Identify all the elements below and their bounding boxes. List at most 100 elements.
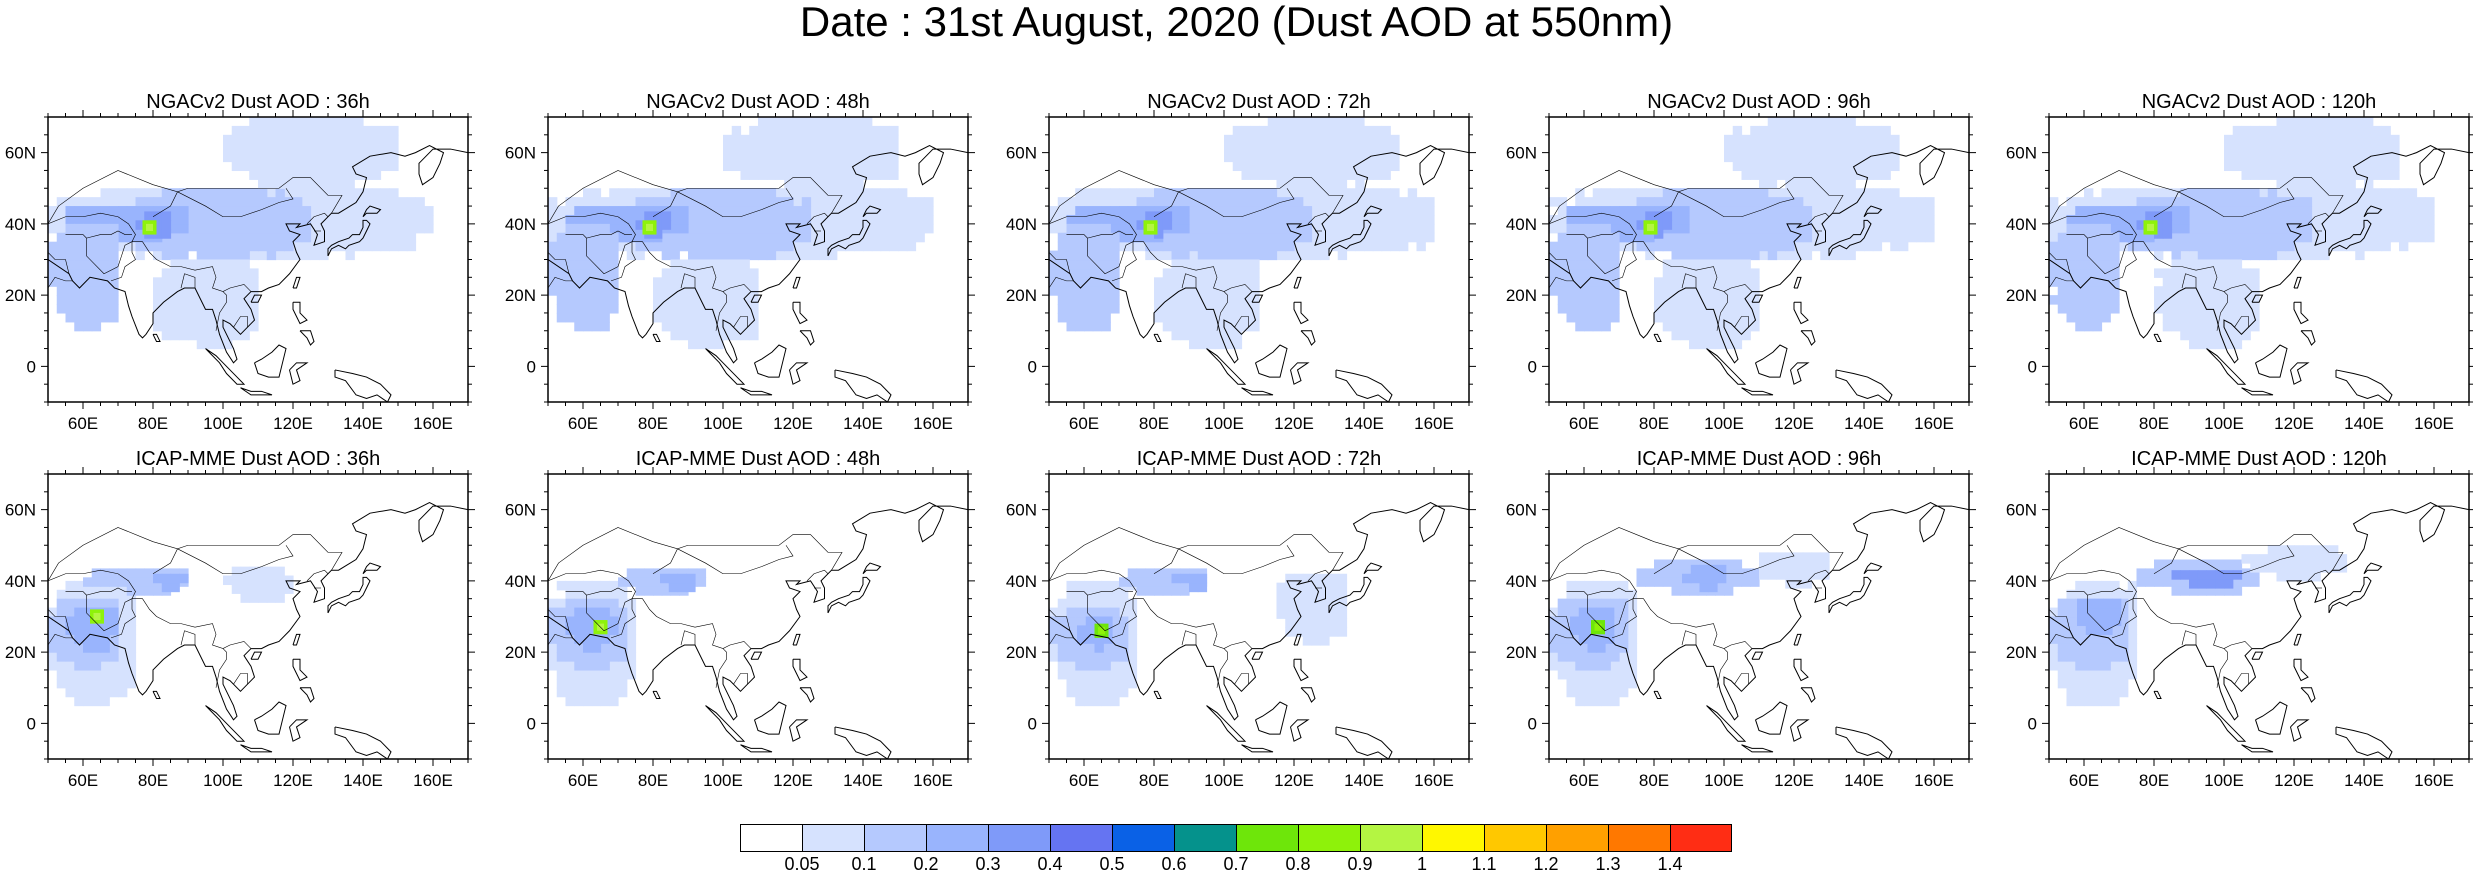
colorbar-label: 0.8 — [1285, 854, 1311, 874]
axis-ticks — [2042, 110, 2473, 409]
lon-tick-label: 80E — [2139, 414, 2169, 433]
lon-tick-label: 100E — [203, 414, 243, 433]
lon-tick-label: 120E — [273, 414, 313, 433]
map-panel: 60E 80E 100E 120E 140E 160E 60N 40N 20N 0 — [1006, 110, 1476, 433]
lat-tick-label: 20N — [1006, 643, 1037, 662]
lat-tick-label: 60N — [2006, 144, 2037, 163]
lat-tick-label: 60N — [1506, 501, 1537, 520]
lat-tick-label: 0 — [527, 357, 536, 376]
aod-hotspot-core — [1647, 223, 1654, 231]
axis-ticks — [1542, 110, 1976, 409]
aod-hotspot-core — [1147, 223, 1154, 231]
panel-title: ICAP-MME Dust AOD : 96h — [1636, 448, 1882, 470]
coastlines — [2049, 144, 2469, 402]
lat-tick-label: 60N — [5, 144, 36, 163]
colorbar-label: 0.5 — [1099, 854, 1125, 874]
lon-tick-label: 120E — [2274, 414, 2314, 433]
figure-title: Date : 31st August, 2020 (Dust AOD at 55… — [799, 0, 1674, 45]
panel-title: ICAP-MME Dust AOD : 120h — [2131, 448, 2387, 470]
lon-tick-label: 60E — [1069, 414, 1099, 433]
colorbar-swatch — [1174, 824, 1236, 852]
panel-title: ICAP-MME Dust AOD : 48h — [635, 448, 881, 470]
coastlines — [548, 501, 968, 759]
coastlines — [1549, 501, 1969, 759]
lon-tick-label: 160E — [1414, 414, 1454, 433]
dust-aod-field — [1049, 568, 1348, 707]
lon-tick-label: 120E — [1774, 771, 1814, 790]
lat-tick-label: 20N — [1506, 643, 1537, 662]
aod-hotspot-core — [1098, 627, 1105, 635]
lon-tick-label: 80E — [1139, 414, 1169, 433]
lat-tick-label: 20N — [5, 643, 36, 662]
aod-hotspot-core — [2147, 223, 2154, 231]
lon-tick-label: 60E — [2069, 771, 2099, 790]
lat-tick-label: 40N — [1506, 572, 1537, 591]
colorbar-swatch — [1360, 824, 1422, 852]
dust-aod-field — [2049, 117, 2435, 350]
lat-tick-label: 0 — [1028, 357, 1037, 376]
dust-aod-field — [1049, 117, 1435, 350]
lon-tick-label: 80E — [138, 771, 168, 790]
lat-tick-label: 60N — [1006, 501, 1037, 520]
dust-aod-field — [2049, 545, 2348, 707]
coastlines — [48, 501, 468, 759]
lon-tick-label: 160E — [1914, 414, 1954, 433]
lon-tick-label: 140E — [1344, 771, 1384, 790]
lon-tick-label: 100E — [2204, 771, 2244, 790]
panel-title: NGACv2 Dust AOD : 36h — [146, 91, 370, 113]
colorbar-label: 0.2 — [913, 854, 939, 874]
colorbar-swatch — [1112, 824, 1174, 852]
lon-tick-label: 60E — [1069, 771, 1099, 790]
map-panel: 60E 80E 100E 120E 140E 160E 60N 40N 20N 0 — [1006, 467, 1476, 790]
lon-tick-label: 100E — [1204, 771, 1244, 790]
aod-hotspot-core — [646, 223, 653, 231]
lat-tick-label: 40N — [1506, 215, 1537, 234]
lon-tick-label: 60E — [1569, 414, 1599, 433]
lon-tick-label: 80E — [1639, 771, 1669, 790]
panel-title: ICAP-MME Dust AOD : 72h — [1136, 448, 1382, 470]
colorbar-swatch — [1546, 824, 1608, 852]
lat-tick-label: 20N — [505, 286, 536, 305]
lat-tick-label: 0 — [27, 357, 36, 376]
axis-ticks — [541, 110, 975, 409]
lat-tick-label: 40N — [2006, 572, 2037, 591]
map-panel: 60E 80E 100E 120E 140E 160E 60N 40N 20N 0 — [5, 467, 475, 790]
map-panel: 60E 80E 100E 120E 140E 160E 60N 40N 20N 0 — [5, 110, 475, 433]
colorbar-label: 0.9 — [1347, 854, 1373, 874]
lon-tick-label: 140E — [2344, 414, 2384, 433]
map-panel: 60E 80E 100E 120E 140E 160E 60N 40N 20N 0 — [1506, 467, 1976, 790]
colorbar-swatch — [926, 824, 988, 852]
lat-tick-label: 20N — [5, 286, 36, 305]
lat-tick-label: 40N — [2006, 215, 2037, 234]
lon-tick-label: 160E — [1414, 771, 1454, 790]
lat-tick-label: 20N — [1506, 286, 1537, 305]
colorbar-label: 0.6 — [1161, 854, 1187, 874]
lon-tick-label: 80E — [2139, 771, 2169, 790]
lon-tick-label: 120E — [1274, 414, 1314, 433]
lon-tick-label: 120E — [1774, 414, 1814, 433]
lat-tick-label: 20N — [2006, 286, 2037, 305]
lon-tick-label: 140E — [343, 771, 383, 790]
lon-tick-label: 60E — [1569, 771, 1599, 790]
lat-tick-label: 0 — [27, 714, 36, 733]
lon-tick-label: 80E — [1639, 414, 1669, 433]
coastlines — [1549, 144, 1969, 402]
colorbar-swatch — [1422, 824, 1484, 852]
lon-tick-label: 80E — [1139, 771, 1169, 790]
colorbar-swatch — [988, 824, 1050, 852]
lat-tick-label: 20N — [1006, 286, 1037, 305]
lon-tick-label: 60E — [68, 771, 98, 790]
panel-title: NGACv2 Dust AOD : 48h — [646, 91, 870, 113]
lon-tick-label: 160E — [2414, 771, 2454, 790]
lon-tick-label: 120E — [773, 771, 813, 790]
lon-tick-label: 140E — [843, 771, 883, 790]
lat-tick-label: 40N — [5, 215, 36, 234]
axis-ticks — [1042, 110, 1476, 409]
colorbar-label: 1.4 — [1657, 854, 1683, 874]
lon-tick-label: 80E — [138, 414, 168, 433]
lon-tick-label: 160E — [1914, 771, 1954, 790]
colorbar-swatch — [1298, 824, 1360, 852]
lon-tick-label: 160E — [913, 414, 953, 433]
lat-tick-label: 0 — [1528, 714, 1537, 733]
lon-tick-label: 100E — [2204, 414, 2244, 433]
